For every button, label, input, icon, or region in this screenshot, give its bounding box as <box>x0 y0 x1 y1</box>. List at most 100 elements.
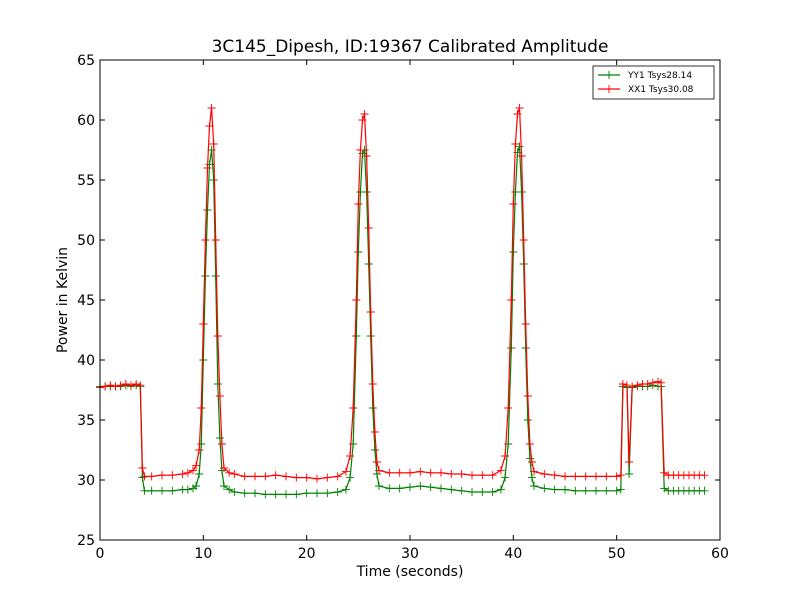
data-point <box>618 380 627 388</box>
data-point <box>158 471 166 480</box>
data-point <box>623 381 631 390</box>
x-tick-label: 0 <box>96 546 105 562</box>
legend-item-2: XX1 Tsys30.08 <box>598 85 694 95</box>
data-point <box>385 468 394 477</box>
data-point <box>302 473 311 482</box>
data-point <box>501 473 510 482</box>
data-point <box>240 472 249 481</box>
data-point <box>333 472 342 481</box>
data-point <box>205 160 214 169</box>
data-point <box>203 164 212 172</box>
data-point <box>496 466 505 475</box>
data-point <box>282 472 290 481</box>
data-point <box>225 485 234 494</box>
data-point <box>571 486 580 495</box>
data-point <box>230 470 239 478</box>
data-point <box>515 142 524 151</box>
y-tick-label: 60 <box>77 113 95 129</box>
data-point <box>592 486 600 495</box>
data-point <box>395 468 404 477</box>
data-point <box>700 486 709 495</box>
data-point <box>517 188 526 196</box>
data-point <box>519 236 528 244</box>
data-point <box>602 486 611 495</box>
data-point <box>370 446 379 454</box>
legend-item-1: YY1 Tsys28.14 <box>598 71 692 81</box>
data-point <box>504 404 513 412</box>
data-point <box>127 381 135 390</box>
data-point <box>323 473 332 482</box>
data-point <box>660 484 669 493</box>
x-axis-label: Time (seconds) <box>356 564 464 580</box>
chart-title: 3C145_Dipesh, ID:19367 Calibrated Amplit… <box>212 37 609 57</box>
data-point <box>509 200 518 208</box>
data-point <box>207 104 216 112</box>
y-tick-label: 50 <box>77 233 95 249</box>
data-point <box>360 110 369 118</box>
data-point <box>366 308 375 316</box>
data-point <box>370 428 379 436</box>
data-point <box>352 296 361 304</box>
data-point <box>612 472 621 481</box>
data-point <box>251 489 259 498</box>
legend-label: XX1 Tsys30.08 <box>628 85 694 95</box>
data-point <box>368 404 377 412</box>
y-tick-label: 25 <box>77 533 95 549</box>
data-point <box>406 468 414 477</box>
x-tick-label: 10 <box>194 546 212 562</box>
data-point <box>111 382 120 391</box>
data-point <box>372 470 381 478</box>
data-point <box>220 482 228 490</box>
data-point <box>488 488 497 496</box>
data-point <box>395 484 404 493</box>
data-point <box>406 483 414 492</box>
data-point <box>195 470 204 478</box>
data-point <box>507 296 516 304</box>
data-point <box>313 489 321 498</box>
data-point <box>209 176 218 184</box>
data-point <box>341 467 350 476</box>
data-point <box>625 458 634 466</box>
data-point <box>346 473 355 482</box>
axes-layer: 0 10 20 30 40 50 60 25 30 35 40 45 50 55 60 65 <box>77 53 729 562</box>
data-point <box>213 332 222 340</box>
data-point <box>525 440 534 448</box>
data-point <box>633 381 642 390</box>
data-point <box>192 461 201 470</box>
data-point <box>496 485 505 494</box>
data-point <box>375 482 383 490</box>
data-point <box>199 320 208 328</box>
data-point <box>368 380 377 388</box>
legend-marker <box>605 85 613 93</box>
data-point <box>168 471 177 480</box>
legend: YY1 Tsys28.14 XX1 Tsys30.08 <box>592 65 715 100</box>
x-tick-label: 30 <box>401 546 419 562</box>
data-point <box>478 488 487 496</box>
data-point <box>354 200 363 208</box>
series-layer <box>96 104 709 499</box>
data-point <box>313 474 321 483</box>
data-point <box>341 485 350 494</box>
data-point <box>550 485 559 494</box>
data-point <box>121 380 130 388</box>
data-point <box>648 378 657 387</box>
data-point <box>358 116 367 124</box>
data-point <box>660 468 669 477</box>
data-point <box>592 472 600 481</box>
data-point <box>517 152 526 160</box>
series-line <box>99 107 705 480</box>
data-point <box>525 454 534 463</box>
legend-box <box>592 65 715 100</box>
y-axis-label: Power in Kelvin <box>55 247 71 353</box>
data-point <box>183 468 192 477</box>
y-tick-label: 40 <box>77 353 95 369</box>
data-point <box>205 122 214 130</box>
data-point <box>527 458 536 466</box>
data-point <box>211 236 220 244</box>
data-point <box>352 332 361 340</box>
data-point <box>116 381 125 390</box>
data-point <box>209 140 218 148</box>
data-point <box>523 392 532 400</box>
